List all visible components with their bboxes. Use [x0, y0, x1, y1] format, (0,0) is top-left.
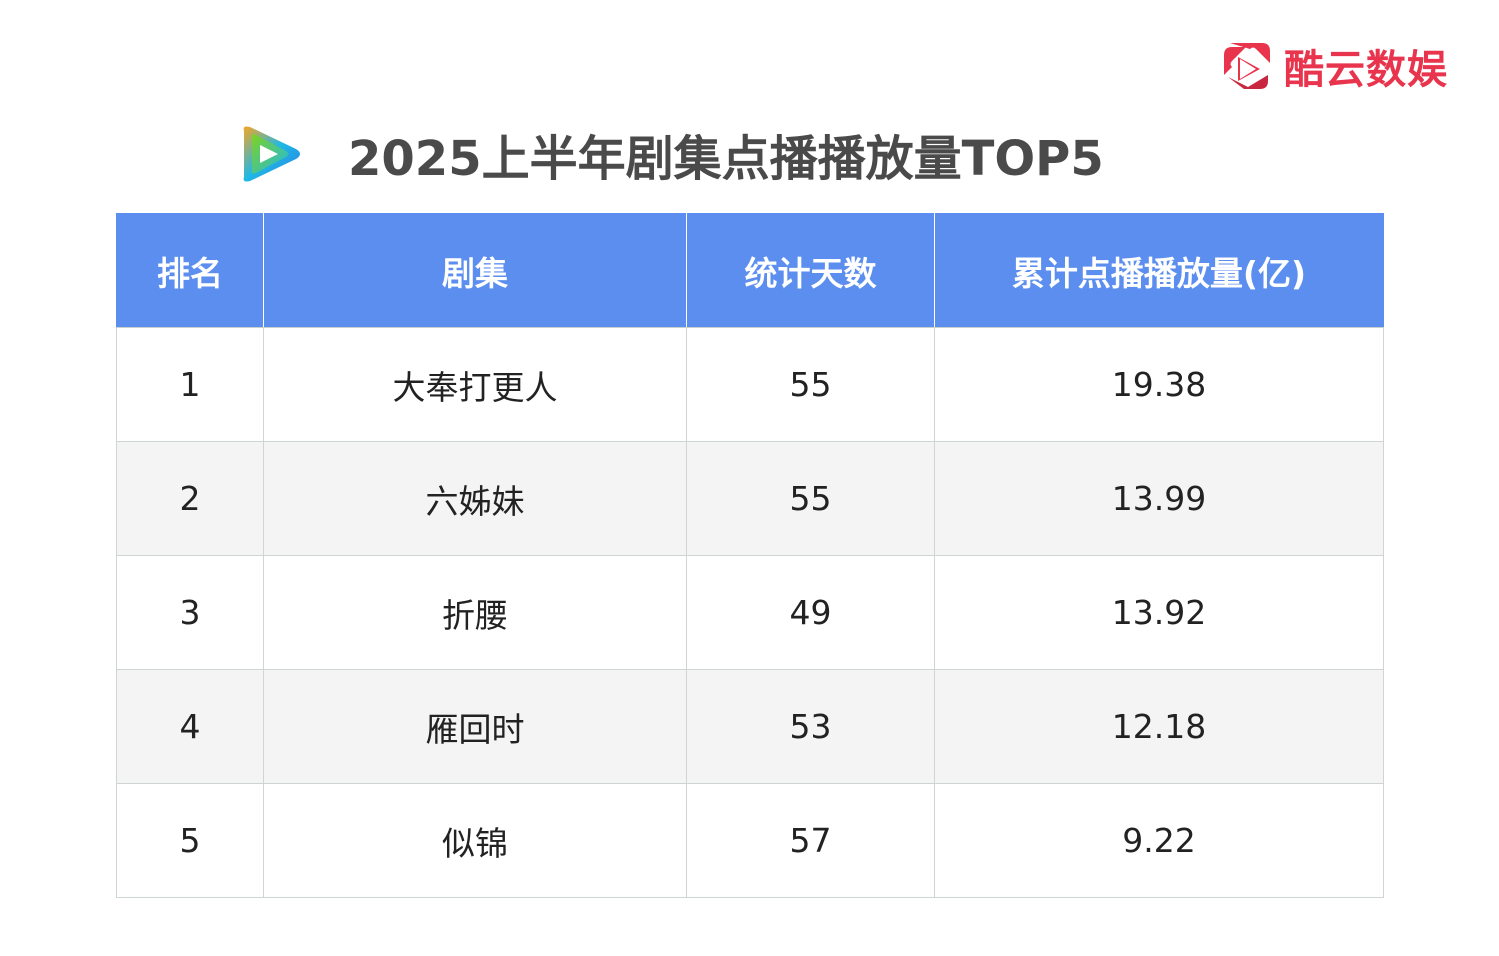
cell-drama: 折腰 [263, 555, 687, 670]
cell-rank: 4 [116, 669, 264, 784]
cell-days: 55 [686, 327, 935, 442]
table-row: 5 似锦 57 9.22 [116, 783, 1384, 898]
cell-views: 9.22 [934, 783, 1384, 898]
cell-drama: 大奉打更人 [263, 327, 687, 442]
cell-rank: 5 [116, 783, 264, 898]
cell-views: 13.92 [934, 555, 1384, 670]
header-drama: 剧集 [263, 213, 687, 328]
header-rank: 排名 [116, 213, 264, 328]
cell-views: 13.99 [934, 441, 1384, 556]
cell-days: 49 [686, 555, 935, 670]
table-row: 4 雁回时 53 12.18 [116, 669, 1384, 784]
tencent-video-icon [243, 126, 300, 182]
cell-views: 19.38 [934, 327, 1384, 442]
brand-logo: 酷云数娱 [1220, 38, 1448, 94]
table-row: 3 折腰 49 13.92 [116, 555, 1384, 670]
brand-name: 酷云数娱 [1284, 47, 1448, 93]
cell-days: 53 [686, 669, 935, 784]
table-header-row: 排名 剧集 统计天数 累计点播播放量(亿) [116, 213, 1384, 328]
title-bar: 2025上半年剧集点播播放量TOP5 [238, 118, 1104, 190]
cell-rank: 1 [116, 327, 264, 442]
cell-rank: 3 [116, 555, 264, 670]
cell-views: 12.18 [934, 669, 1384, 784]
table-row: 1 大奉打更人 55 19.38 [116, 327, 1384, 442]
table-row: 2 六姊妹 55 13.99 [116, 441, 1384, 556]
header-days: 统计天数 [686, 213, 935, 328]
ranking-table: 排名 剧集 统计天数 累计点播播放量(亿) 1 大奉打更人 55 19.38 2… [116, 213, 1384, 898]
cell-days: 57 [686, 783, 935, 898]
page-title: 2025上半年剧集点播播放量TOP5 [348, 131, 1104, 187]
cell-rank: 2 [116, 441, 264, 556]
cell-drama: 似锦 [263, 783, 687, 898]
cell-drama: 雁回时 [263, 669, 687, 784]
cell-days: 55 [686, 441, 935, 556]
header-views: 累计点播播放量(亿) [934, 213, 1384, 328]
kuyun-play-icon [1224, 43, 1270, 89]
cell-drama: 六姊妹 [263, 441, 687, 556]
